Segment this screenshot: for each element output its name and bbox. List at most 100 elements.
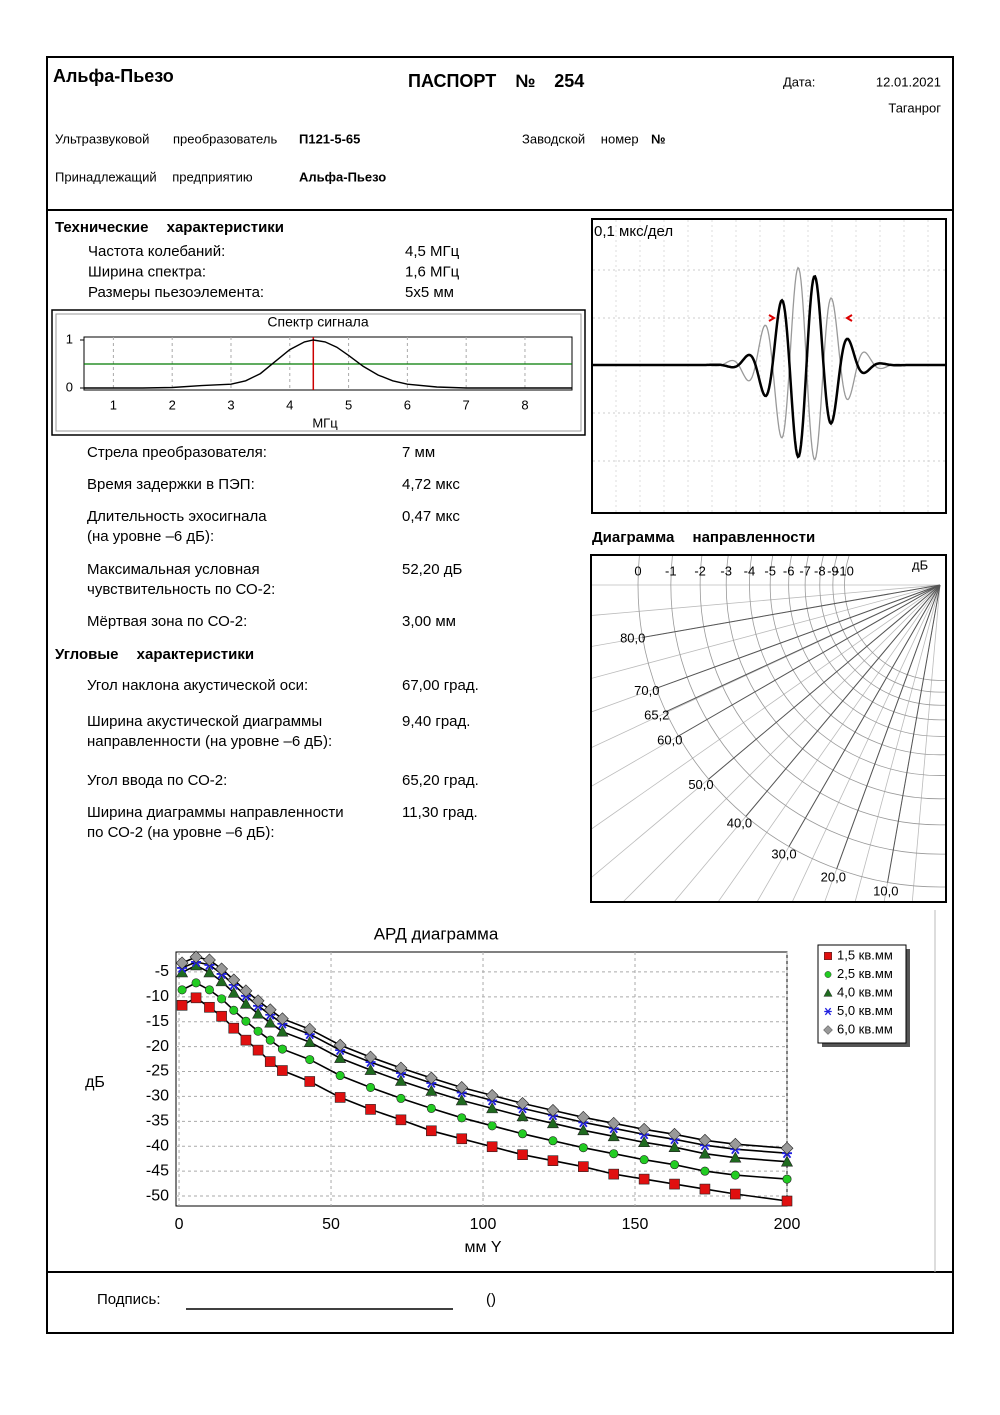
db-tick-label: -10 [835, 563, 854, 578]
y-tick-label: -25 [146, 1063, 169, 1080]
point [639, 1155, 649, 1165]
angle-tick-label: 10,0 [873, 884, 898, 899]
spectrum-x-label: МГц [312, 415, 338, 430]
param-label: по СО-2 (на уровне –6 дБ): [87, 824, 275, 841]
legend [817, 944, 907, 1044]
angular-items: Угол наклона акустической оси: 67,00 град… [87, 677, 479, 841]
angle-tick-label: 80,0 [620, 631, 645, 646]
angle-line [642, 584, 941, 638]
x-tick-label: 200 [774, 1216, 801, 1233]
point [485, 1089, 499, 1102]
signature-label: Подпись: [97, 1291, 161, 1308]
db-ring [725, 556, 945, 800]
plot-area [175, 951, 788, 1207]
x-tick-label: 5 [345, 397, 352, 412]
point [239, 984, 253, 998]
point [638, 1136, 651, 1148]
point [782, 1174, 792, 1184]
point [241, 1016, 251, 1026]
radial-grid [854, 584, 941, 901]
point [457, 1113, 467, 1123]
point [305, 1055, 315, 1065]
point [730, 1170, 740, 1180]
transducer-model: П121-5-65 [299, 131, 360, 146]
angle-tick-label: 30,0 [771, 847, 796, 862]
param-label: Длительность эхосигнала [87, 508, 267, 525]
point [364, 1050, 377, 1064]
db-ring [769, 556, 945, 756]
db-ring [832, 556, 945, 693]
date-label: Дата: [783, 74, 815, 89]
point [203, 953, 216, 967]
legend-label: 6,0 кв.мм [837, 1021, 893, 1036]
point [204, 1001, 215, 1013]
point [394, 1074, 407, 1086]
param-label: Ширина акустической диаграммы [87, 713, 322, 730]
y-tick-label: -5 [155, 963, 169, 980]
param-label: Стрела преобразователя: [87, 444, 267, 461]
polar-labels: 0 -1 -2 -3 -4 -5 -6 -7 -8 -9-10 80,0 70,0 65,2 60,0 50… [620, 563, 898, 898]
point [251, 994, 265, 1008]
y-tick-label: 1 [66, 331, 73, 346]
point [252, 1007, 265, 1019]
db-tick-label: -6 [783, 563, 795, 578]
point [668, 1141, 681, 1153]
point [698, 1147, 711, 1159]
section-title: Технические характеристики [55, 219, 284, 236]
legend-marker [824, 1007, 832, 1016]
radial-grid [592, 584, 941, 679]
param-value: 9,40 град. [402, 713, 470, 730]
angle-line [836, 584, 941, 869]
wave-signal [593, 274, 945, 459]
point [577, 1124, 590, 1136]
point [425, 1084, 438, 1096]
owner: Альфа-Пьезо [299, 169, 386, 184]
directivity-title: Диаграмма направленности [592, 529, 815, 546]
param-label: (на уровне –6 дБ): [87, 528, 214, 545]
point [638, 1173, 650, 1185]
point [334, 1092, 346, 1103]
point [334, 1051, 347, 1063]
point [303, 1022, 317, 1036]
radial-grid [911, 584, 941, 901]
db-ring [670, 556, 945, 855]
db-tick-label: -3 [720, 563, 732, 578]
point [455, 1081, 469, 1094]
db-tick-label: -2 [694, 563, 706, 578]
point [396, 1093, 406, 1103]
angle-line [665, 584, 941, 713]
point [548, 1136, 558, 1146]
item-label: Частота колебаний: [88, 243, 225, 260]
point [607, 1116, 621, 1130]
point [276, 1025, 289, 1037]
y-tick-label: -40 [146, 1137, 169, 1154]
angle-tick-label: 65,2 [644, 707, 669, 722]
legend-marker [824, 952, 832, 960]
point [229, 1005, 239, 1015]
y-tick-label: -50 [146, 1187, 169, 1204]
point [609, 1149, 619, 1159]
point [177, 985, 187, 995]
point [668, 1127, 681, 1141]
point [264, 1016, 277, 1028]
y-tick-label: -20 [146, 1038, 169, 1055]
point [730, 1188, 741, 1200]
point [516, 1110, 529, 1122]
param-value: 11,30 град. [402, 804, 478, 821]
item-label: Ширина спектра: [88, 263, 206, 280]
ard-chart: 0 50 100 150 200 -5 -10 -15 -20 -25 -30 -35 -40 -45 -5… [146, 944, 910, 1233]
angle-line [678, 584, 941, 737]
polar-grid [592, 556, 945, 901]
point [637, 1122, 651, 1136]
point [216, 1010, 227, 1022]
angle-line [887, 584, 941, 883]
waveform-scale: 0,1 мкс/дел [594, 223, 673, 240]
point [780, 1155, 794, 1167]
point [175, 956, 189, 970]
point [189, 950, 203, 964]
point [253, 1026, 263, 1036]
db-tick-label: -8 [814, 563, 826, 578]
serial-value: № [651, 131, 666, 146]
tech-items: Частота колебаний: 4,5 МГц Ширина спектра:… [88, 243, 460, 301]
city: Таганрог [888, 100, 941, 115]
